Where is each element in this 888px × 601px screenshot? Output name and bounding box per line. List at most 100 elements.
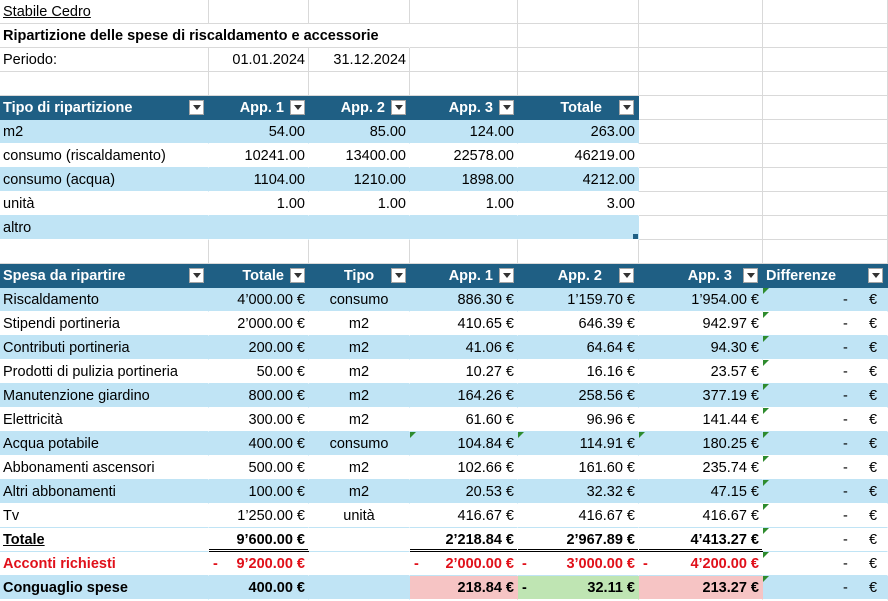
table2-header-cell[interactable]: App. 1 — [410, 264, 518, 288]
type-cell[interactable]: m2 — [309, 384, 410, 408]
filter-dropdown-icon[interactable] — [189, 268, 204, 283]
empty-cell[interactable] — [410, 24, 518, 48]
empty-cell[interactable] — [639, 192, 763, 216]
empty-cell[interactable] — [763, 72, 888, 96]
app2-cell[interactable]: 646.39 € — [518, 312, 639, 336]
difference-cell[interactable]: - € — [763, 552, 888, 576]
value-cell[interactable]: 1104.00 — [209, 168, 309, 192]
error-indicator-icon[interactable] — [763, 456, 769, 462]
expense-label[interactable]: Riscaldamento — [0, 288, 209, 312]
difference-cell[interactable]: - € — [763, 480, 888, 504]
table1-header-cell[interactable]: App. 2 — [309, 96, 410, 120]
app2-cell[interactable]: 161.60 € — [518, 456, 639, 480]
app2-cell[interactable]: 114.91 € — [518, 432, 639, 456]
difference-cell[interactable]: - € — [763, 528, 888, 552]
row-label[interactable]: m2 — [0, 120, 209, 144]
total-type-cell[interactable] — [309, 528, 410, 552]
app2-cell[interactable]: 16.16 € — [518, 360, 639, 384]
empty-cell[interactable] — [518, 48, 639, 72]
value-cell[interactable]: 46219.00 — [518, 144, 639, 168]
total-cell[interactable]: 50.00 € — [209, 360, 309, 384]
difference-cell[interactable]: - € — [763, 360, 888, 384]
type-cell[interactable]: m2 — [309, 312, 410, 336]
empty-cell[interactable] — [763, 240, 888, 264]
empty-cell[interactable] — [763, 0, 888, 24]
expense-label[interactable]: Altri abbonamenti — [0, 480, 209, 504]
error-indicator-icon[interactable] — [763, 432, 769, 438]
type-cell[interactable]: unità — [309, 504, 410, 528]
app3-cell[interactable]: 1’954.00 € — [639, 288, 763, 312]
expense-label[interactable]: Prodotti di pulizia portineria — [0, 360, 209, 384]
value-cell[interactable]: 1.00 — [209, 192, 309, 216]
empty-cell[interactable] — [309, 240, 410, 264]
empty-cell[interactable] — [410, 0, 518, 24]
empty-cell[interactable] — [0, 72, 209, 96]
table-resize-handle[interactable] — [633, 234, 638, 239]
table2-header-cell[interactable]: App. 3 — [639, 264, 763, 288]
error-indicator-icon[interactable] — [410, 432, 416, 438]
type-cell[interactable]: m2 — [309, 408, 410, 432]
empty-cell[interactable] — [639, 48, 763, 72]
empty-cell[interactable] — [763, 168, 888, 192]
empty-cell[interactable] — [518, 240, 639, 264]
error-indicator-icon[interactable] — [763, 480, 769, 486]
conguaglio-app1-cell[interactable]: 218.84 € — [410, 576, 518, 600]
conguaglio-expense-label[interactable]: Conguaglio spese — [0, 576, 209, 600]
expense-label[interactable]: Abbonamenti ascensori — [0, 456, 209, 480]
total-cell[interactable]: 2’000.00 € — [209, 312, 309, 336]
title-cell[interactable]: Stabile Cedro — [0, 0, 209, 24]
filter-dropdown-icon[interactable] — [619, 100, 634, 115]
table1-header-cell[interactable]: App. 1 — [209, 96, 309, 120]
empty-cell[interactable] — [639, 168, 763, 192]
filter-dropdown-icon[interactable] — [290, 100, 305, 115]
value-cell[interactable]: 13400.00 — [309, 144, 410, 168]
total-cell[interactable]: 1’250.00 € — [209, 504, 309, 528]
app1-cell[interactable]: 10.27 € — [410, 360, 518, 384]
type-cell[interactable]: consumo — [309, 432, 410, 456]
row-label[interactable]: consumo (acqua) — [0, 168, 209, 192]
app1-cell[interactable]: 102.66 € — [410, 456, 518, 480]
table2-header-cell[interactable]: Totale — [209, 264, 309, 288]
filter-dropdown-icon[interactable] — [868, 268, 883, 283]
app1-cell[interactable]: 41.06 € — [410, 336, 518, 360]
expense-label[interactable]: Contributi portineria — [0, 336, 209, 360]
value-cell[interactable]: 1210.00 — [309, 168, 410, 192]
filter-dropdown-icon[interactable] — [391, 100, 406, 115]
empty-cell[interactable] — [518, 0, 639, 24]
filter-dropdown-icon[interactable] — [290, 268, 305, 283]
value-cell[interactable]: 1898.00 — [410, 168, 518, 192]
error-indicator-icon[interactable] — [763, 360, 769, 366]
error-indicator-icon[interactable] — [763, 528, 769, 534]
acconti-total-cell[interactable]: - 9’200.00 € — [209, 552, 309, 576]
acconti-app2-cell[interactable]: - 3’000.00 € — [518, 552, 639, 576]
expense-label[interactable]: Elettricità — [0, 408, 209, 432]
expense-label[interactable]: Manutenzione giardino — [0, 384, 209, 408]
app1-cell[interactable]: 104.84 € — [410, 432, 518, 456]
table2-header-cell[interactable]: App. 2 — [518, 264, 639, 288]
value-cell[interactable]: 10241.00 — [209, 144, 309, 168]
app2-cell[interactable]: 96.96 € — [518, 408, 639, 432]
value-cell[interactable]: 3.00 — [518, 192, 639, 216]
table2-header-cell[interactable]: Tipo — [309, 264, 410, 288]
app3-cell[interactable]: 180.25 € — [639, 432, 763, 456]
difference-cell[interactable]: - € — [763, 456, 888, 480]
conguaglio-total-cell[interactable]: 400.00 € — [209, 576, 309, 600]
acconti-expense-label[interactable]: Acconti richiesti — [0, 552, 209, 576]
empty-cell[interactable] — [309, 0, 410, 24]
filter-dropdown-icon[interactable] — [189, 100, 204, 115]
filter-dropdown-icon[interactable] — [499, 268, 514, 283]
table2-header-cell[interactable]: Differenze — [763, 264, 888, 288]
period-label[interactable]: Periodo: — [0, 48, 209, 72]
empty-cell[interactable] — [639, 0, 763, 24]
period-end[interactable]: 31.12.2024 — [309, 48, 410, 72]
total-cell[interactable]: 200.00 € — [209, 336, 309, 360]
filter-dropdown-icon[interactable] — [391, 268, 406, 283]
empty-cell[interactable] — [763, 120, 888, 144]
total-total-cell[interactable]: 9’600.00 € — [209, 528, 309, 552]
table1-header-cell[interactable]: App. 3 — [410, 96, 518, 120]
row-label[interactable]: altro — [0, 216, 209, 240]
value-cell[interactable]: 1.00 — [309, 192, 410, 216]
period-start[interactable]: 01.01.2024 — [209, 48, 309, 72]
row-label[interactable]: unità — [0, 192, 209, 216]
empty-cell[interactable] — [410, 240, 518, 264]
